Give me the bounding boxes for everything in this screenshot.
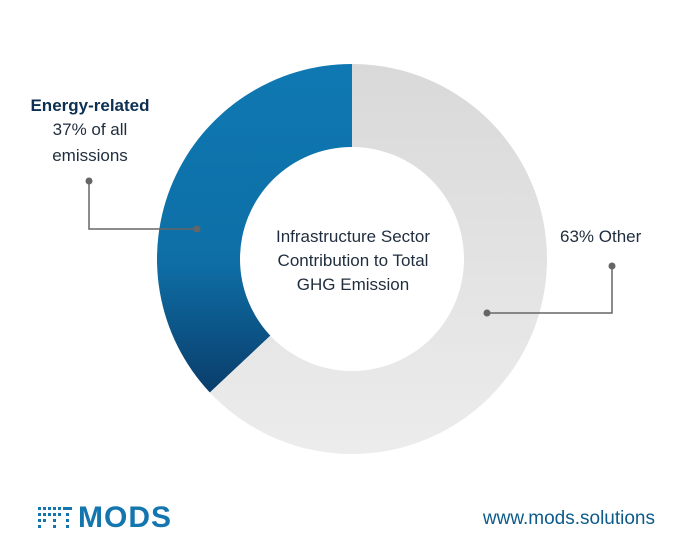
leader-line-energy [88,181,197,230]
leader-dot-other-start [608,262,616,270]
mods-logo-icon [38,507,72,528]
energy-related-percent: 37% of all [52,120,128,139]
brand-name: MODS [78,501,172,534]
chart-title-line-1: Infrastructure Sector [275,227,430,246]
mods-logo: MODS [38,503,172,533]
leader-line-other [487,266,613,314]
donut-hole [240,147,464,371]
energy-related-title: Energy-related [30,96,150,115]
other-label: 63% Other [560,227,642,246]
chart-title-line-3: GHG Emission [296,275,410,294]
leader-dot-other-end [483,309,491,317]
chart-title-line-2: Contribution to Total [277,251,429,270]
leader-dot-energy-end [193,225,201,233]
website-url[interactable]: www.mods.solutions [482,508,655,529]
chart-title: Infrastructure Sector Contribution to To… [248,225,458,297]
leader-dot-energy-start [85,177,93,185]
energy-related-suffix: emissions [52,146,128,165]
